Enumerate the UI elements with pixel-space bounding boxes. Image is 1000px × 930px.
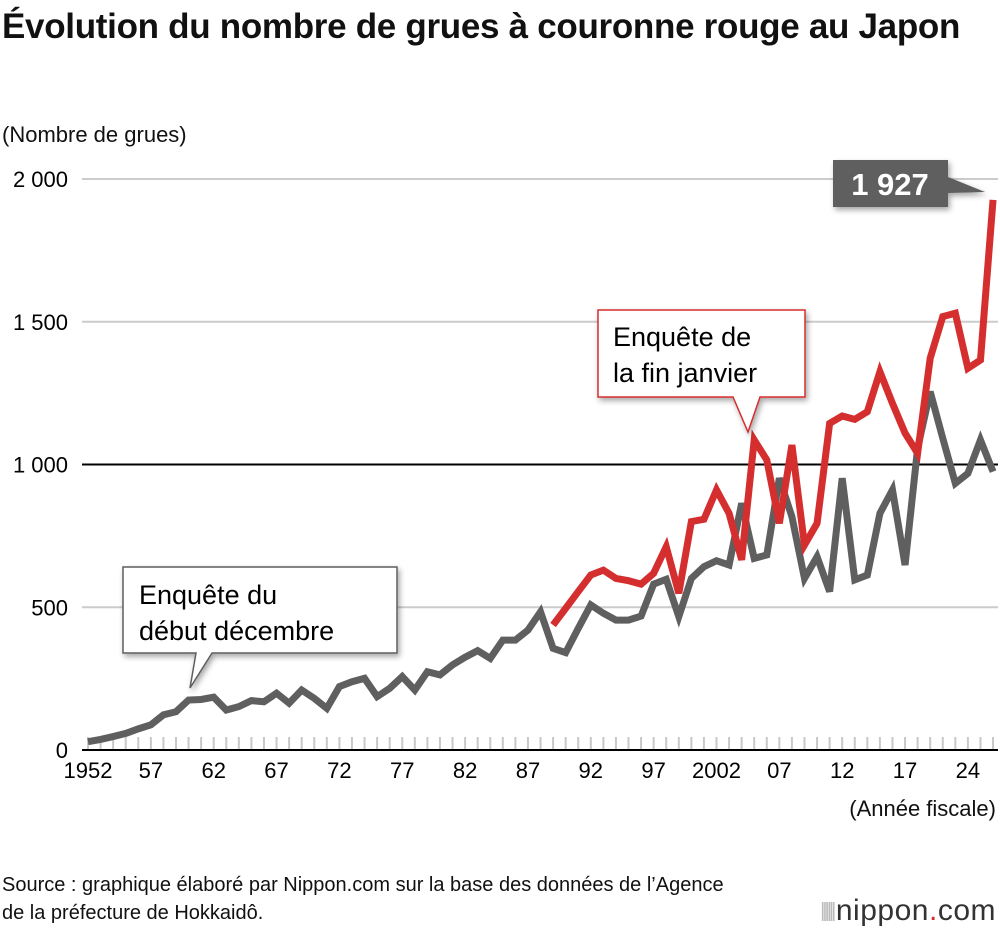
nippon-logo[interactable]: |||||| nippon.com — [820, 894, 996, 927]
x-tick-label: 1952 — [64, 758, 113, 783]
chart-title: Évolution du nombre de grues à couronne … — [2, 7, 961, 46]
callout-december-text: Enquête du début décembre — [139, 580, 334, 646]
x-tick-label: 82 — [453, 758, 477, 783]
value-callout-label: 1 927 — [851, 167, 929, 202]
x-tick-label: 77 — [390, 758, 414, 783]
source-note: Source : graphique élaboré par Nippon.co… — [2, 874, 724, 924]
callout-january — [597, 309, 806, 435]
x-tick-label: 72 — [327, 758, 351, 783]
series-line-january — [550, 199, 997, 628]
y-tick-label: 2 000 — [13, 167, 68, 192]
x-tick-label: 12 — [830, 758, 854, 783]
callout-december — [122, 566, 398, 689]
line-chart: 0 500 1 000 1 500 2 000 1952 57 62 67 72 77 82 87 92… — [13, 160, 998, 783]
x-tick-label: 87 — [516, 758, 540, 783]
value-callout — [833, 160, 985, 207]
x-tick-label: 97 — [641, 758, 665, 783]
callout-january-text: Enquête de la fin janvier — [613, 322, 757, 388]
y-tick-label: 500 — [31, 595, 68, 620]
x-tick-label: 62 — [201, 758, 225, 783]
x-tick-label: 07 — [767, 758, 791, 783]
x-axis-label: (Année fiscale) — [849, 796, 996, 821]
y-tick-label: 1 000 — [13, 453, 68, 478]
x-tick-label: 24 — [956, 758, 980, 783]
y-axis-label: (Nombre de grues) — [2, 122, 187, 147]
x-tick-label: 17 — [893, 758, 917, 783]
x-tick-label: 67 — [264, 758, 288, 783]
y-tick-label: 0 — [56, 738, 68, 763]
logo-bars-icon: |||||| — [820, 900, 836, 922]
y-tick-label: 1 500 — [13, 310, 68, 335]
x-tick-label: 92 — [579, 758, 603, 783]
x-tick-label: 57 — [139, 758, 163, 783]
x-tick-label: 2002 — [692, 758, 741, 783]
